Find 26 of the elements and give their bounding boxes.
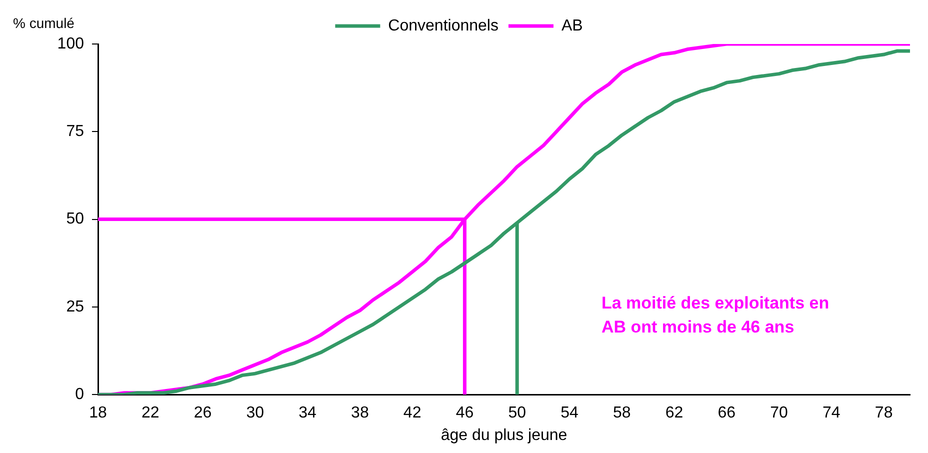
legend-label: Conventionnels	[388, 17, 498, 34]
annotation: La moitié des exploitants en AB ont moins de 46 ans	[601, 294, 830, 337]
y-tick-label: 50	[66, 210, 84, 228]
legend-label: AB	[561, 17, 583, 34]
x-tick-label: 30	[246, 404, 264, 422]
x-tick-label: 78	[874, 404, 893, 422]
x-tick-label: 34	[298, 404, 317, 422]
y-tick-label: 0	[75, 386, 84, 404]
x-tick-label: 18	[89, 404, 107, 422]
x-tick-label: 74	[822, 404, 840, 422]
x-tick-label: 22	[141, 404, 160, 422]
x-tick-label: 58	[612, 404, 631, 422]
y-tick-label: 100	[57, 35, 84, 52]
y-tick-label: 25	[66, 298, 84, 316]
y-tick-label: 75	[66, 123, 84, 140]
x-tick-label: 42	[403, 404, 422, 422]
x-tick-label: 62	[665, 404, 684, 422]
y-axis-title: % cumulé	[13, 15, 75, 31]
x-tick-label: 50	[508, 404, 526, 422]
x-tick-label: 70	[770, 404, 788, 422]
x-tick-label: 46	[456, 404, 474, 422]
x-tick-label: 26	[194, 404, 212, 422]
x-axis-title: âge du plus jeune	[440, 426, 568, 444]
x-tick-label: 66	[718, 404, 736, 422]
x-tick-label: 54	[560, 404, 578, 422]
x-tick-label: 38	[351, 404, 369, 422]
